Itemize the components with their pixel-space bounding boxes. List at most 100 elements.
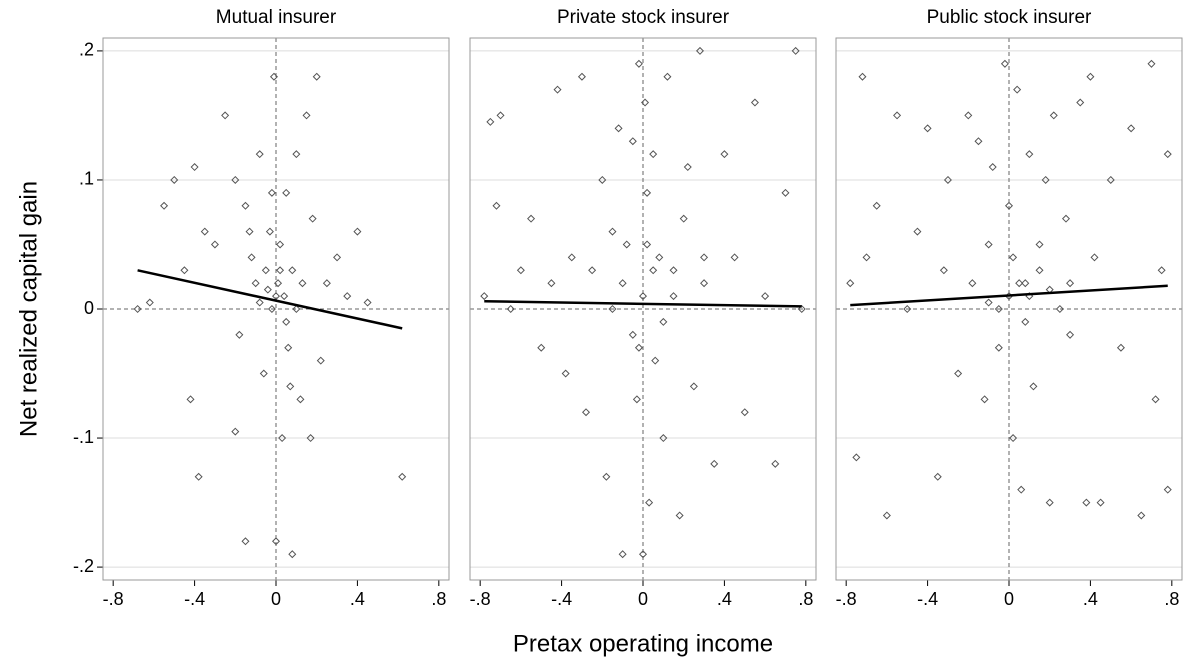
scatter-point	[634, 59, 643, 68]
scatter-point	[679, 214, 688, 223]
scatter-point	[486, 117, 495, 126]
scatter-point	[363, 298, 372, 307]
scatter-point	[781, 188, 790, 197]
scatter-point	[1045, 498, 1054, 507]
scatter-point	[730, 253, 739, 262]
scatter-point	[1021, 317, 1030, 326]
scatter-point	[659, 434, 668, 443]
scatter-point	[577, 72, 586, 81]
scatter-point	[638, 550, 648, 559]
scatter-point	[561, 369, 570, 378]
x-tick-label: -.4	[184, 589, 205, 609]
scatter-point	[553, 85, 562, 94]
scatter-point	[643, 240, 652, 249]
scatter-point	[282, 317, 291, 326]
scatter-point	[1147, 59, 1156, 68]
scatter-point	[245, 227, 254, 236]
scatter-point	[316, 356, 325, 365]
scatter-point	[882, 511, 891, 520]
scatter-point	[608, 304, 617, 314]
scatter-point	[954, 369, 963, 378]
scatter-point	[306, 434, 315, 443]
scatter-point	[353, 227, 362, 236]
scatter-point	[1066, 279, 1075, 288]
scatter-point	[312, 72, 321, 81]
x-tick-label: .8	[798, 589, 813, 609]
scatter-point	[267, 304, 276, 314]
scatter-point	[269, 72, 278, 81]
scatter-point	[288, 266, 297, 275]
scatter-point	[1106, 175, 1115, 184]
x-tick-label: 0	[638, 589, 648, 609]
y-tick-label: -.2	[73, 556, 94, 576]
scatter-point	[1086, 72, 1095, 81]
scatter-point	[267, 188, 276, 197]
scatter-point	[994, 304, 1003, 314]
scatter-point	[1017, 485, 1026, 494]
x-axis-label: Pretax operating income	[513, 630, 773, 657]
scatter-point	[288, 550, 297, 559]
scatter-point	[241, 537, 250, 546]
fit-line	[137, 269, 403, 330]
scatter-point	[160, 201, 169, 210]
scatter-point	[1009, 253, 1018, 262]
scatter-point	[740, 408, 749, 417]
scatter-point	[645, 498, 654, 507]
scatter-point	[251, 279, 260, 288]
scatter-point	[1013, 85, 1022, 94]
scatter-point	[1004, 201, 1014, 210]
scatter-point	[302, 111, 311, 120]
scatter-point	[862, 253, 871, 262]
scatter-point	[634, 343, 643, 352]
fit-line	[484, 300, 802, 308]
scatter-point	[923, 124, 932, 133]
scatter-point	[968, 279, 977, 288]
scatter-point	[852, 453, 861, 462]
scatter-point	[231, 427, 240, 436]
scatter-point	[649, 266, 658, 275]
scatter-point	[333, 253, 342, 262]
x-tick-label: -.8	[836, 589, 857, 609]
x-tick-label: 0	[1004, 589, 1014, 609]
panel-title: Mutual insurer	[216, 7, 337, 28]
scatter-point	[641, 98, 650, 107]
scatter-point	[700, 253, 709, 262]
scatter-point	[567, 253, 576, 262]
scatter-point	[1151, 395, 1160, 404]
scatter-point	[221, 111, 230, 120]
scatter-point	[988, 163, 997, 172]
scatter-point	[1157, 266, 1166, 275]
scatter-point	[588, 266, 597, 275]
x-tick-label: -.4	[551, 589, 572, 609]
scatter-point	[186, 395, 195, 404]
scatter-point	[276, 240, 285, 249]
scatter-point	[492, 201, 501, 210]
scatter-point	[750, 98, 759, 107]
scatter-point	[276, 266, 285, 275]
scatter-point	[343, 292, 352, 301]
scatter-point	[984, 240, 993, 249]
scatter-point	[547, 279, 556, 288]
scatter-point	[263, 285, 272, 294]
scatter-point	[933, 472, 942, 481]
y-tick-label: .2	[79, 40, 94, 60]
scatter-point	[170, 175, 179, 184]
plot-frame	[102, 37, 450, 581]
scatter-point	[939, 266, 948, 275]
scatter-point	[1041, 175, 1050, 184]
scatter-point	[190, 163, 199, 172]
scatter-point	[1163, 150, 1172, 159]
x-tick-label: 0	[271, 589, 281, 609]
scatter-point	[516, 266, 525, 275]
fit-line	[850, 284, 1168, 307]
scatter-point	[669, 292, 678, 301]
scatter-point	[598, 175, 607, 184]
scatter-point	[278, 434, 287, 443]
x-tick-label: -.8	[470, 589, 491, 609]
scatter-point	[700, 279, 709, 288]
scatter-point	[943, 175, 952, 184]
scatter-point	[282, 188, 291, 197]
scatter-point	[194, 472, 203, 481]
x-tick-label: -.8	[103, 589, 124, 609]
scatter-point	[622, 240, 631, 249]
